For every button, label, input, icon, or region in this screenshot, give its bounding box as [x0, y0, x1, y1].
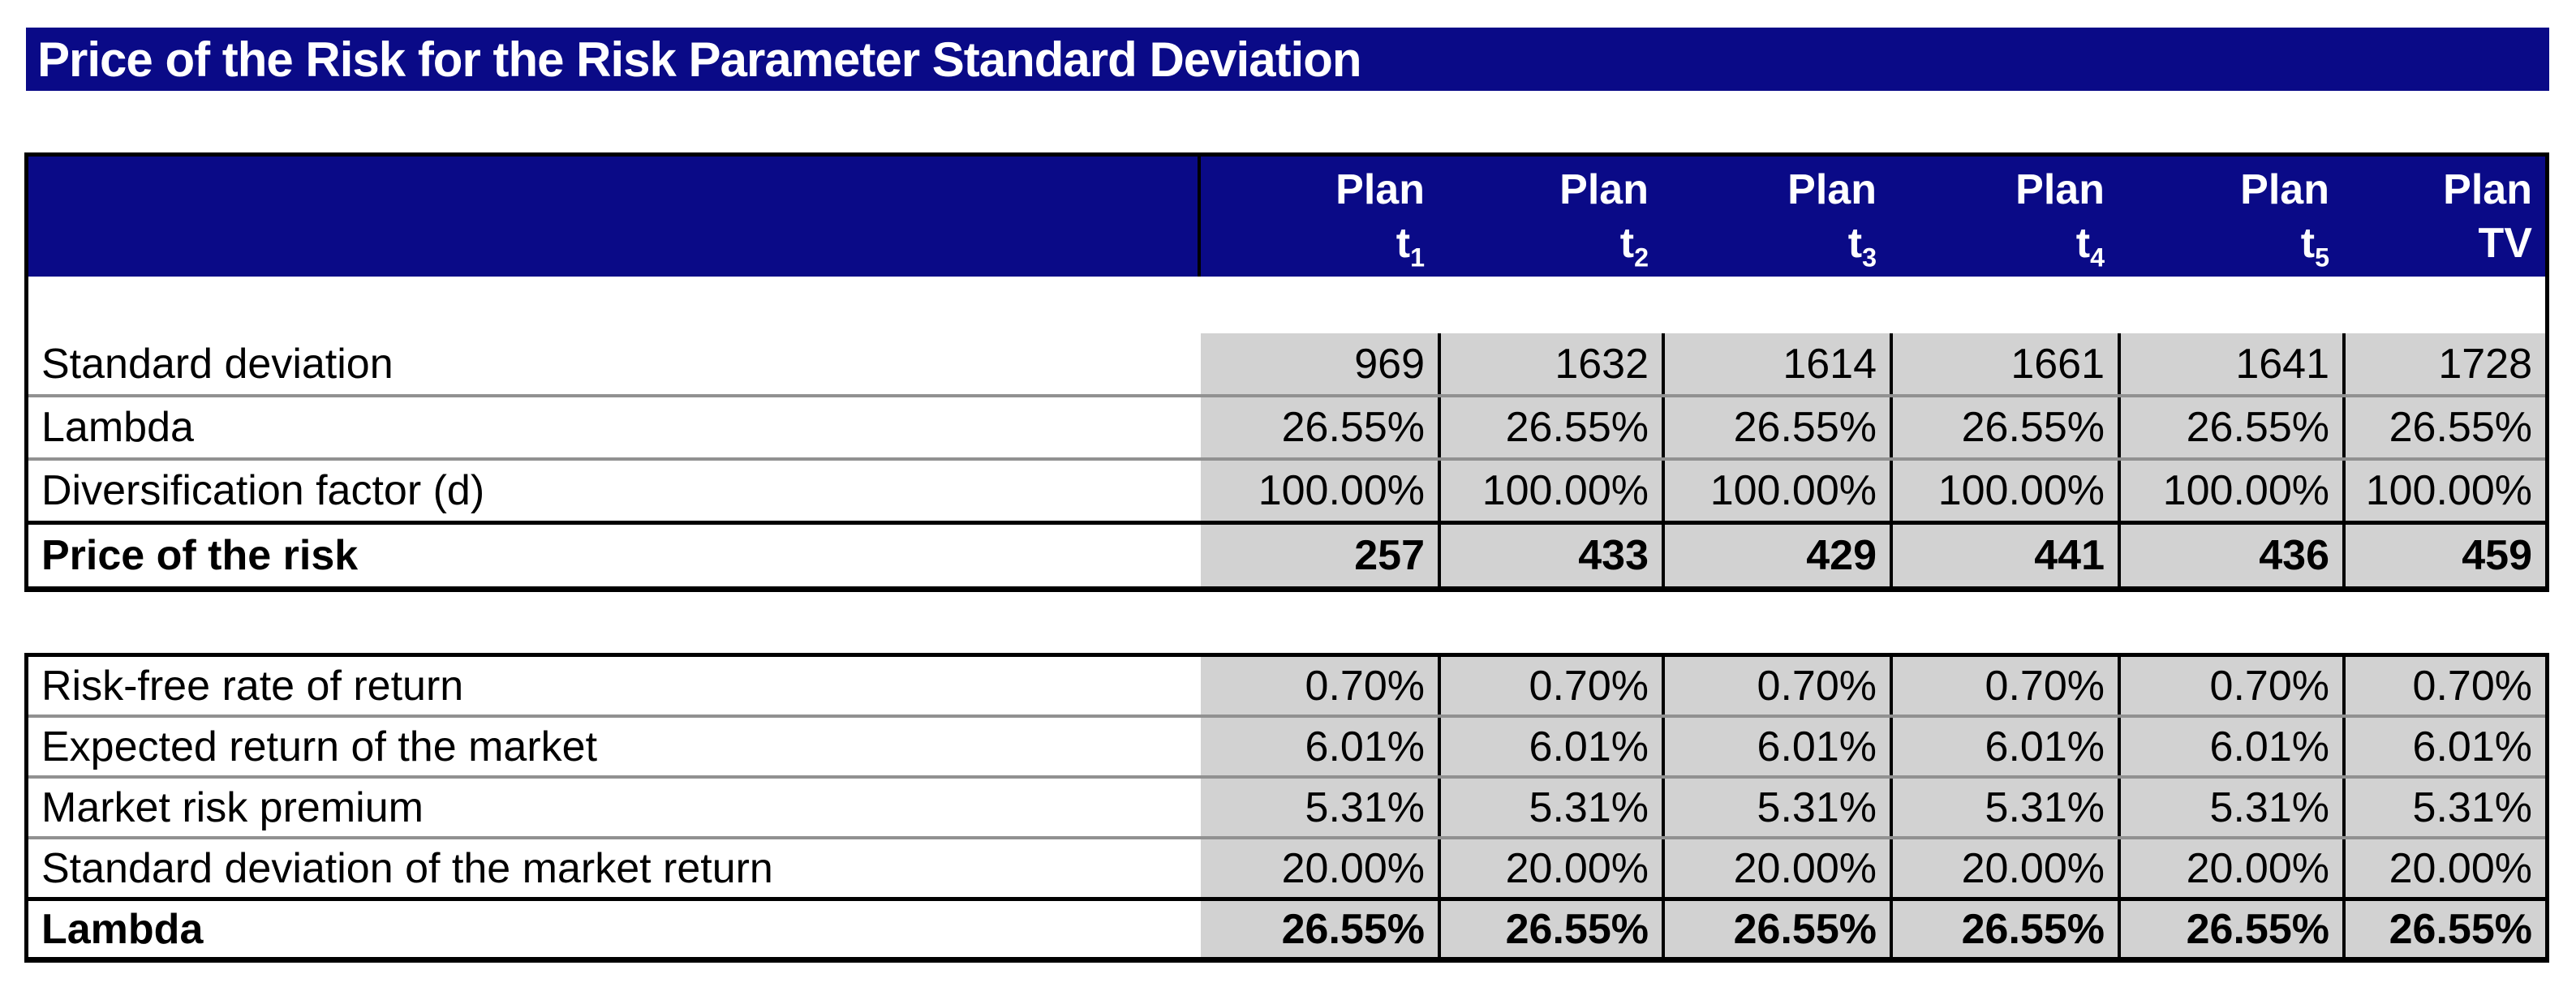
value-cell: 433 [1438, 525, 1662, 586]
value-cell: 0.70% [1662, 657, 1890, 715]
row-label: Market risk premium [28, 779, 1201, 836]
price-of-risk-table: Plan t1 Plan t2 Plan t3 Plan t4 Plan t5 … [24, 152, 2549, 592]
value-cell: 1641 [2118, 333, 2342, 394]
row-label: Risk-free rate of return [28, 657, 1201, 715]
value-cell: 257 [1201, 525, 1438, 586]
row-label: Price of the risk [28, 525, 1201, 586]
value-cell: 436 [2118, 525, 2342, 586]
value-cell: 100.00% [1662, 461, 1890, 521]
value-cell: 20.00% [2118, 839, 2342, 897]
value-cell: 20.00% [1662, 839, 1890, 897]
column-header-plan-t3: Plan t3 [1662, 157, 1890, 277]
period-label: t1 [1396, 220, 1425, 272]
column-header-plan-t4: Plan t4 [1890, 157, 2118, 277]
value-cell: 6.01% [1201, 718, 1438, 775]
plan-label: Plan [2443, 165, 2532, 213]
value-cell: 5.31% [1438, 779, 1662, 836]
value-cell: 0.70% [2118, 657, 2342, 715]
column-header-plan-tv: Plan TV [2342, 157, 2545, 277]
row-label: Expected return of the market [28, 718, 1201, 775]
value-cell: 6.01% [1438, 718, 1662, 775]
value-cell: 100.00% [1438, 461, 1662, 521]
value-cell: 0.70% [2342, 657, 2545, 715]
value-cell: 6.01% [2118, 718, 2342, 775]
header-label-spacer [28, 157, 1201, 277]
value-cell: 26.55% [1201, 397, 1438, 457]
value-cell: 1614 [1662, 333, 1890, 394]
value-cell: 5.31% [1890, 779, 2118, 836]
value-cell: 100.00% [1201, 461, 1438, 521]
value-cell: 26.55% [1890, 901, 2118, 957]
value-cell: 20.00% [1438, 839, 1662, 897]
value-cell: 5.31% [2118, 779, 2342, 836]
plan-label: Plan [1559, 165, 1649, 213]
table-row-lambda: Lambda 26.55% 26.55% 26.55% 26.55% 26.55… [28, 397, 2545, 461]
column-header-plan-t2: Plan t2 [1438, 157, 1662, 277]
value-cell: 26.55% [2342, 397, 2545, 457]
value-cell: 100.00% [1890, 461, 2118, 521]
period-label: t4 [2075, 220, 2105, 272]
period-label: t2 [1619, 220, 1649, 272]
period-label: t3 [1847, 220, 1877, 272]
value-cell: 459 [2342, 525, 2545, 586]
value-cell: 0.70% [1201, 657, 1438, 715]
column-header-row: Plan t1 Plan t2 Plan t3 Plan t4 Plan t5 … [28, 157, 2545, 277]
period-label: TV [2478, 220, 2532, 268]
column-header-plan-t1: Plan t1 [1201, 157, 1438, 277]
period-label: t5 [2300, 220, 2329, 272]
table-row-market-risk-premium: Market risk premium 5.31% 5.31% 5.31% 5.… [28, 779, 2545, 839]
plan-label: Plan [2240, 165, 2329, 213]
value-cell: 26.55% [1662, 901, 1890, 957]
value-cell: 26.55% [2118, 901, 2342, 957]
value-cell: 26.55% [1662, 397, 1890, 457]
table-row-lambda-result: Lambda 26.55% 26.55% 26.55% 26.55% 26.55… [28, 901, 2545, 957]
spacer-row [28, 277, 2545, 333]
value-cell: 26.55% [1201, 901, 1438, 957]
value-cell: 1632 [1438, 333, 1662, 394]
value-cell: 26.55% [1438, 901, 1662, 957]
value-cell: 5.31% [2342, 779, 2545, 836]
table-row-standard-deviation: Standard deviation 969 1632 1614 1661 16… [28, 333, 2545, 397]
page-title: Price of the Risk for the Risk Parameter… [26, 28, 2549, 91]
value-cell: 5.31% [1201, 779, 1438, 836]
value-cell: 20.00% [2342, 839, 2545, 897]
value-cell: 441 [1890, 525, 2118, 586]
table-row-price-of-the-risk: Price of the risk 257 433 429 441 436 45… [28, 525, 2545, 586]
value-cell: 100.00% [2118, 461, 2342, 521]
plan-label: Plan [1787, 165, 1877, 213]
market-parameters-table: Risk-free rate of return 0.70% 0.70% 0.7… [24, 653, 2549, 963]
row-label: Standard deviation [28, 333, 1201, 394]
value-cell: 1728 [2342, 333, 2545, 394]
value-cell: 26.55% [1890, 397, 2118, 457]
row-label: Standard deviation of the market return [28, 839, 1201, 897]
table-row-expected-market-return: Expected return of the market 6.01% 6.01… [28, 718, 2545, 779]
row-label: Diversification factor (d) [28, 461, 1201, 521]
value-cell: 26.55% [2342, 901, 2545, 957]
row-label: Lambda [28, 901, 1201, 957]
value-cell: 429 [1662, 525, 1890, 586]
value-cell: 0.70% [1890, 657, 2118, 715]
value-cell: 6.01% [1662, 718, 1890, 775]
column-header-plan-t5: Plan t5 [2118, 157, 2342, 277]
value-cell: 6.01% [1890, 718, 2118, 775]
value-cell: 0.70% [1438, 657, 1662, 715]
value-cell: 1661 [1890, 333, 2118, 394]
value-cell: 5.31% [1662, 779, 1890, 836]
plan-label: Plan [2015, 165, 2105, 213]
value-cell: 26.55% [1438, 397, 1662, 457]
value-cell: 20.00% [1201, 839, 1438, 897]
plan-label: Plan [1335, 165, 1425, 213]
value-cell: 26.55% [2118, 397, 2342, 457]
value-cell: 100.00% [2342, 461, 2545, 521]
value-cell: 969 [1201, 333, 1438, 394]
table-row-risk-free-rate: Risk-free rate of return 0.70% 0.70% 0.7… [28, 657, 2545, 718]
value-cell: 6.01% [2342, 718, 2545, 775]
row-label: Lambda [28, 397, 1201, 457]
table-row-market-std-deviation: Standard deviation of the market return … [28, 839, 2545, 901]
value-cell: 20.00% [1890, 839, 2118, 897]
table-row-diversification-factor: Diversification factor (d) 100.00% 100.0… [28, 461, 2545, 525]
